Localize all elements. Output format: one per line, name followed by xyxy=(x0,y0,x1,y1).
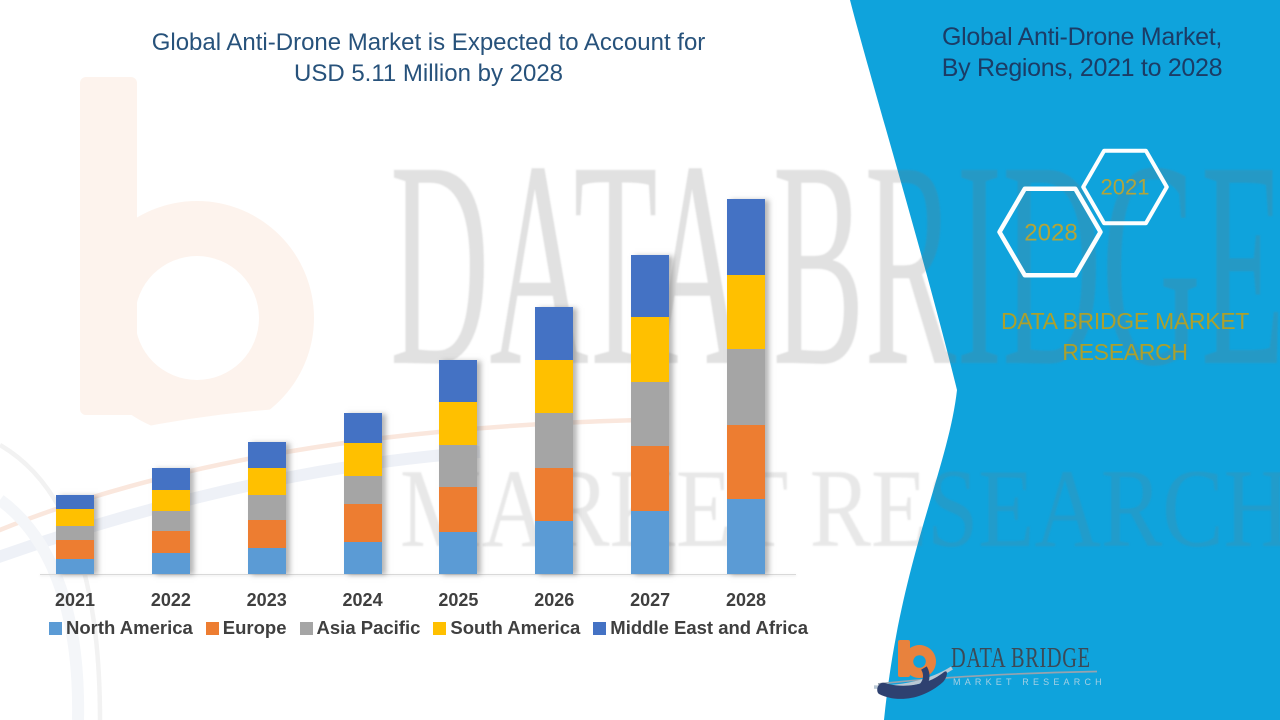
legend-item-middle-east-and-africa: Middle East and Africa xyxy=(593,617,808,639)
x-axis-label-2027: 2027 xyxy=(630,590,671,610)
legend-item-south-america: South America xyxy=(433,617,580,639)
bar-segment-2021-north-america xyxy=(56,559,94,574)
bar-segment-2022-europe xyxy=(151,530,190,554)
legend-swatch xyxy=(205,621,219,635)
bar-segment-2024-middle-east-and-africa xyxy=(343,413,382,444)
bar-segment-2022-north-america xyxy=(151,553,190,574)
chart-title-line1: Global Anti-Drone Market is Expected to … xyxy=(151,29,706,56)
bar-segment-2024-north-america xyxy=(343,541,382,574)
right-panel-heading: Global Anti-Drone Market, By Regions, 20… xyxy=(932,22,1232,84)
x-axis-label-2026: 2026 xyxy=(534,590,575,610)
bar-segment-2023-north-america xyxy=(247,548,286,574)
hexagon-2021: 2021 xyxy=(1081,148,1169,226)
bar-segment-2025-asia-pacific xyxy=(439,444,478,488)
bar-segment-2022-middle-east-and-africa xyxy=(151,468,190,490)
hexagon-2028-label: 2028 xyxy=(1024,220,1077,247)
bar-segment-2025-north-america xyxy=(439,532,478,574)
bar-segment-2028-asia-pacific xyxy=(726,349,765,425)
bar-segment-2026-europe xyxy=(535,467,574,522)
bar-segment-2026-south-america xyxy=(535,359,574,413)
legend-label: Europe xyxy=(222,617,287,638)
right-heading-line1: Global Anti-Drone Market, xyxy=(941,23,1223,51)
legend-label: Middle East and Africa xyxy=(610,617,808,638)
x-axis-label-2023: 2023 xyxy=(246,590,287,610)
bar-segment-2026-asia-pacific xyxy=(535,412,574,468)
stacked-bar-chart: 2021 2022 2023 2024 2025 2026 2027 2028 North A… xyxy=(0,198,857,639)
legend-label: Asia Pacific xyxy=(316,617,421,638)
bar-segment-2025-middle-east-and-africa xyxy=(439,359,478,402)
hexagon-badges: 2021 2028 xyxy=(997,148,1169,278)
bar-segment-2025-south-america xyxy=(439,401,478,445)
x-axis-label-2028: 2028 xyxy=(725,590,766,610)
x-axis-label-2025: 2025 xyxy=(438,590,479,610)
bar-segment-2023-asia-pacific xyxy=(247,495,286,520)
chart-legend: North America Europe Asia Pacific South Ame… xyxy=(0,617,857,639)
bar-segment-2024-asia-pacific xyxy=(343,476,382,505)
x-axis-label-2021: 2021 xyxy=(54,590,96,610)
legend-swatch xyxy=(433,621,447,635)
bar-segment-2023-middle-east-and-africa xyxy=(247,441,286,468)
bar-segment-2021-middle-east-and-africa xyxy=(56,494,94,510)
bar-segment-2027-asia-pacific xyxy=(631,382,670,447)
bar-segment-2026-middle-east-and-africa xyxy=(535,306,574,360)
footer-logo-subtitle: MARKET RESEARCH xyxy=(953,677,1106,687)
legend-label: North America xyxy=(66,617,193,638)
bar-segment-2023-south-america xyxy=(247,467,286,496)
bar-segment-2027-europe xyxy=(631,446,670,511)
hexagon-2028: 2028 xyxy=(997,186,1103,278)
bar-segment-2022-south-america xyxy=(151,489,190,511)
bar-segment-2027-south-america xyxy=(631,317,670,383)
bar-segment-2024-south-america xyxy=(343,443,382,477)
bar-segment-2028-north-america xyxy=(726,499,765,574)
footer-logo-mark xyxy=(873,640,1098,699)
bar-segment-2028-europe xyxy=(726,425,765,500)
x-axis-line xyxy=(40,574,796,575)
hexagon-2021-label: 2021 xyxy=(1101,175,1150,200)
brand-text-line1: DATA BRIDGE MARKET xyxy=(1000,308,1250,334)
bar-segment-2028-middle-east-and-africa xyxy=(726,198,765,276)
legend-swatch xyxy=(49,621,62,635)
bar-segment-2028-south-america xyxy=(726,275,765,350)
bar-segment-2025-europe xyxy=(439,487,478,533)
legend-swatch xyxy=(299,621,313,635)
x-axis-label-2024: 2024 xyxy=(342,590,383,610)
legend-swatch xyxy=(593,621,607,635)
bar-segment-2021-europe xyxy=(56,540,94,560)
bar-segment-2024-europe xyxy=(343,504,382,542)
legend-item-europe: Europe xyxy=(205,617,287,639)
brand-text-line2: RESEARCH xyxy=(1062,339,1188,365)
footer-logo-name: DATA BRIDGE xyxy=(951,642,1091,674)
bar-segment-2021-south-america xyxy=(56,509,94,526)
legend-item-asia-pacific: Asia Pacific xyxy=(299,617,421,639)
brand-text: DATA BRIDGE MARKET RESEARCH xyxy=(975,306,1275,368)
legend-item-north-america: North America xyxy=(49,617,193,639)
chart-title-line2: USD 5.11 Million by 2028 xyxy=(293,60,564,87)
bar-segment-2022-asia-pacific xyxy=(151,510,190,531)
bar-segment-2027-middle-east-and-africa xyxy=(631,254,670,318)
bar-segment-2023-europe xyxy=(247,519,286,549)
bar-segment-2026-north-america xyxy=(535,521,574,574)
legend-label: South America xyxy=(450,617,581,638)
cyan-panel xyxy=(850,0,1280,720)
bar-segment-2027-north-america xyxy=(631,510,670,574)
x-axis-label-2022: 2022 xyxy=(150,590,191,610)
right-heading-line2: By Regions, 2021 to 2028 xyxy=(941,54,1223,82)
footer-logo: DATA BRIDGE MARKET RESEARCH xyxy=(870,625,1170,715)
bar-segment-2021-asia-pacific xyxy=(56,525,94,541)
chart-title: Global Anti-Drone Market is Expected to … xyxy=(0,27,857,89)
